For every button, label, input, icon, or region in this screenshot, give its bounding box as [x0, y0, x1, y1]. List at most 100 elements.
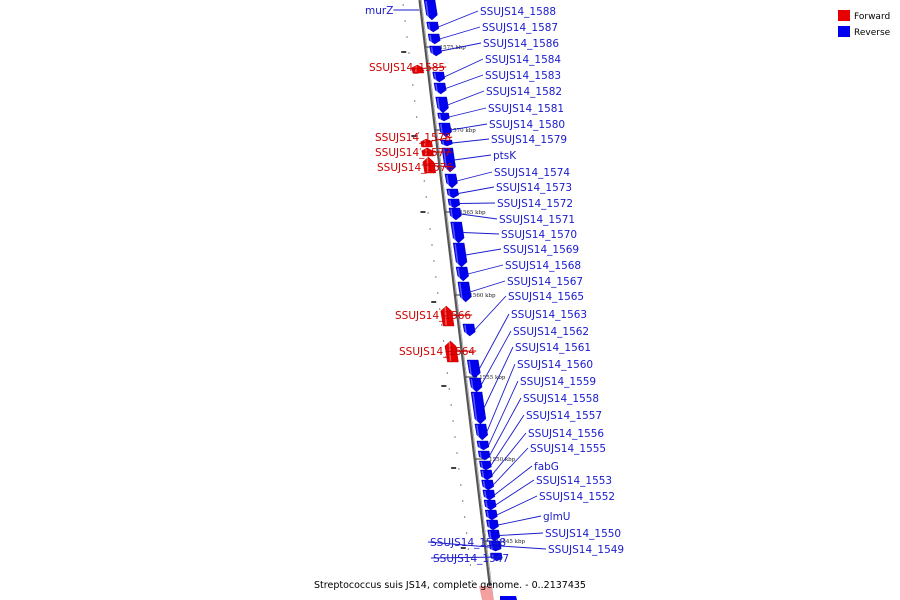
gene-label[interactable]: SSUJS14_1558	[523, 393, 599, 405]
gene-label[interactable]: SSUJS14_1556	[528, 428, 604, 440]
leader-line	[465, 248, 502, 256]
gene-arrow-SSUJS14_1586[interactable]	[429, 45, 442, 57]
gene-label[interactable]: SSUJS14_1581	[488, 103, 564, 115]
leader-line	[480, 330, 512, 386]
gene-label[interactable]: SSUJS14_1588	[480, 6, 556, 18]
legend-label-forward: Forward	[854, 12, 890, 22]
leader-line	[496, 495, 538, 516]
gene-label[interactable]: glmU	[543, 511, 571, 523]
gene-arrow-SSUJS14_1553[interactable]	[483, 499, 497, 511]
gene-label[interactable]: SSUJS14_1555	[530, 443, 606, 455]
gene-label[interactable]: SSUJS14_1577	[375, 147, 451, 159]
gene-arrow-SSUJS14_1559[interactable]	[476, 440, 490, 451]
leader-line	[456, 171, 493, 182]
gene-label[interactable]: SSUJS14_1561	[515, 342, 591, 354]
gene-label[interactable]: SSUJS14_1568	[505, 260, 581, 272]
leader-line	[421, 136, 453, 144]
gene-arrow-SSUJS14_1574[interactable]	[444, 173, 458, 189]
gene-arrow-SSUJS14_1581[interactable]	[437, 112, 450, 122]
gene-label[interactable]: SSUJS14_1571	[499, 214, 575, 226]
gene-arrow-SSUJS14_1584[interactable]	[432, 71, 446, 83]
leader-line	[447, 90, 485, 106]
leader-line	[423, 164, 455, 168]
gene-label[interactable]: SSUJS14_1552	[539, 491, 615, 503]
gene-arrow-SSUJS14_1562[interactable]	[469, 377, 483, 393]
gene-arrow-fabG[interactable]	[482, 489, 496, 501]
gene-label[interactable]: SSUJS14_1547	[433, 553, 509, 565]
gene-label[interactable]: SSUJS14_1570	[501, 229, 577, 241]
gene-arrow-SSUJS14_1572[interactable]	[447, 198, 461, 209]
gene-label[interactable]: SSUJS14_1550	[545, 528, 621, 540]
gene-label[interactable]: SSUJS14_1572	[497, 198, 573, 210]
gene-label[interactable]: SSUJS14_1579	[491, 134, 567, 146]
gene-label[interactable]: SSUJS14_1567	[507, 276, 583, 288]
gene-label[interactable]: SSUJS14_1584	[485, 54, 561, 66]
gene-label[interactable]: SSUJS14_1573	[496, 182, 572, 194]
gene-label[interactable]: SSUJS14_1549	[548, 544, 624, 556]
gene-label[interactable]: SSUJS14_1576	[377, 162, 453, 174]
gene-label[interactable]: ptsK	[493, 150, 517, 162]
gene-arrow-SSUJS14_1561[interactable]	[470, 391, 487, 425]
gene-arrow-SSUJS14_1568[interactable]	[455, 266, 469, 282]
gene-label[interactable]: murZ	[365, 5, 393, 17]
gene-label[interactable]: SSUJS14_1548	[430, 537, 506, 549]
gene-arrow-SSUJS14_1556[interactable]	[480, 469, 493, 481]
gene-label[interactable]: SSUJS14_1578	[375, 132, 451, 144]
gene-arrow-SSUJS14_1557[interactable]	[479, 460, 492, 471]
gene-label[interactable]: SSUJS14_1564	[399, 346, 475, 358]
gene-label[interactable]: SSUJS14_1574	[494, 167, 570, 179]
leader-line	[489, 397, 522, 456]
leader-line	[427, 541, 501, 549]
gene-arrow-SSUJS14_1567[interactable]	[457, 281, 472, 303]
gene-label[interactable]: SSUJS14_1563	[511, 309, 587, 321]
gene-arrow-SSUJS14_1563[interactable]	[466, 359, 481, 379]
gene-label[interactable]: SSUJS14_1580	[489, 119, 565, 131]
gene-arrow-SSUJS14_1552[interactable]	[484, 509, 498, 521]
kbp-tick-label: 1545 kbp	[499, 539, 526, 545]
gene-label[interactable]: SSUJS14_1586	[483, 38, 559, 50]
gene-arrow-glmU[interactable]	[486, 519, 499, 531]
gene-label[interactable]: SSUJS14_1560	[517, 359, 593, 371]
gene-arrow-SSUJS14_1569[interactable]	[452, 242, 468, 268]
sequence-axis	[418, 0, 494, 600]
leader-line	[490, 414, 525, 466]
leader-line	[458, 186, 495, 194]
leader-line	[500, 545, 547, 550]
gene-labels: murZ SSUJS14_1588 SSUJS14_1587 SSUJS14_1586…	[365, 5, 624, 565]
leader-line	[478, 313, 510, 370]
gene-label[interactable]: SSUJS14_1557	[526, 410, 602, 422]
gene-label[interactable]: SSUJS14_1559	[520, 376, 596, 388]
gene-arrow-SSUJS14_1582[interactable]	[435, 96, 449, 114]
gene-label[interactable]: fabG	[534, 461, 559, 473]
gene-arrow-SSUJS14_1565[interactable]	[462, 323, 476, 337]
gene-label[interactable]: SSUJS14_1565	[508, 291, 584, 303]
gene-arrow-SSUJS14_1579[interactable]	[440, 139, 453, 147]
gene-label[interactable]: SSUJS14_1585	[369, 62, 445, 74]
gene-arrow-SSUJS14_1588[interactable]	[426, 21, 440, 33]
gene-arrow-murZ[interactable]	[423, 0, 438, 21]
gene-label[interactable]: SSUJS14_1582	[486, 86, 562, 98]
gene-arrow-SSUJS14_1570[interactable]	[450, 221, 465, 244]
gene-label[interactable]: SSUJS14_1562	[513, 326, 589, 338]
gene-arrow-SSUJS14_1587[interactable]	[427, 33, 441, 45]
kbp-tick-label: 1550 kbp	[489, 457, 516, 463]
gene-label[interactable]: SSUJS14_1553	[536, 475, 612, 487]
gene-arrow-SSUJS14_1550[interactable]	[487, 529, 501, 542]
gene-label[interactable]: SSUJS14_1587	[482, 22, 558, 34]
gene-arrow-SSUJS14_1573[interactable]	[446, 188, 459, 199]
leader-line	[488, 380, 519, 446]
kbp-tick-label: 1560 kbp	[469, 293, 496, 299]
gene-label[interactable]: SSUJS14_1566	[395, 310, 471, 322]
gene-label[interactable]: SSUJS14_1583	[485, 70, 561, 82]
gene-arrow-SSUJS14_1558[interactable]	[477, 450, 491, 461]
gene-arrow-SSUJS14_1555[interactable]	[481, 479, 495, 491]
gene-arrow-SSUJS14_1583[interactable]	[433, 82, 447, 95]
leader-line	[491, 432, 527, 476]
leader-line	[460, 213, 498, 220]
gene-label[interactable]: SSUJS14_1569	[503, 244, 579, 256]
gene-arrow-SSUJS14_1571[interactable]	[448, 207, 462, 221]
gene-arrow-SSUJS14_1548[interactable]	[489, 544, 502, 552]
leader-line	[444, 58, 484, 78]
gene-arrow-SSUJS14_1560[interactable]	[474, 423, 489, 441]
gene-arrow-SSUJS14_1580[interactable]	[438, 122, 452, 138]
